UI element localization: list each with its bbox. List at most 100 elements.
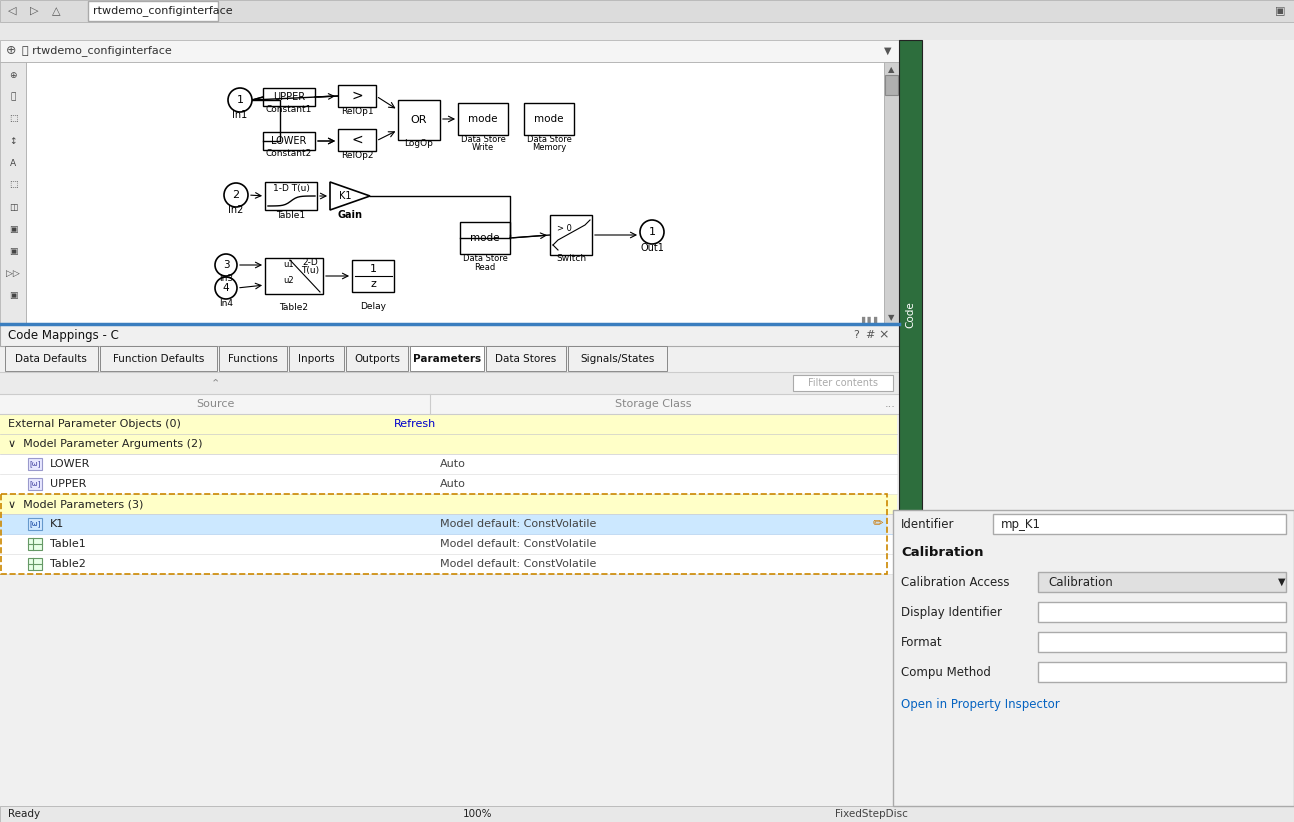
Bar [28,558,41,570]
Bar [26,62,884,324]
Text: ▌▌▌: ▌▌▌ [862,316,881,325]
Bar [0,324,899,346]
Bar [0,434,897,454]
Text: Parameters: Parameters [413,354,481,364]
Text: Code Mappings - C: Code Mappings - C [8,329,119,341]
Bar [885,75,898,95]
Bar [893,510,1294,806]
Text: Auto: Auto [440,459,466,469]
Text: ▷▷: ▷▷ [6,269,19,278]
Text: Refresh: Refresh [393,419,436,429]
Text: ▣: ▣ [9,290,17,299]
Text: ∨  Model Parameter Arguments (2): ∨ Model Parameter Arguments (2) [8,439,202,449]
Text: Constant2: Constant2 [265,150,312,159]
Text: LOWER: LOWER [50,459,91,469]
Bar [28,458,41,470]
Text: Compu Method: Compu Method [901,666,991,678]
Text: ?: ? [853,330,859,340]
Text: Out1: Out1 [641,243,664,253]
Bar [524,103,575,135]
Bar [347,346,408,371]
Text: ▲: ▲ [888,66,894,75]
Text: mode: mode [468,114,498,124]
Text: UPPER: UPPER [273,92,305,102]
Text: Table2: Table2 [50,559,85,569]
Text: K1: K1 [50,519,65,529]
Bar [0,394,899,414]
Bar [0,40,899,62]
Bar [219,346,287,371]
Circle shape [215,254,237,276]
Text: Storage Class: Storage Class [615,399,691,409]
Text: Data Defaults: Data Defaults [16,354,87,364]
Bar [568,346,666,371]
Bar [399,100,440,140]
Text: 🔍: 🔍 [10,93,16,101]
Text: LogOp: LogOp [405,140,433,149]
Bar [338,85,377,107]
Text: Table1: Table1 [277,210,305,219]
Bar [88,1,217,21]
Text: mp_K1: mp_K1 [1002,518,1040,530]
Text: [ω]: [ω] [30,460,40,468]
Bar [0,454,897,474]
Text: Model default: ConstVolatile: Model default: ConstVolatile [440,539,597,549]
Text: Write: Write [472,144,494,153]
Text: Delay: Delay [360,302,386,311]
Text: ⌃: ⌃ [211,378,220,388]
Text: Code: Code [905,302,915,328]
Text: 1: 1 [237,95,243,105]
Bar [1038,632,1286,652]
Text: Identifier: Identifier [901,518,955,530]
Text: Auto: Auto [440,479,466,489]
Text: Model default: ConstVolatile: Model default: ConstVolatile [440,519,597,529]
Text: 100%: 100% [463,809,493,819]
Text: 2-D: 2-D [302,257,318,266]
Text: u2: u2 [283,275,294,284]
Text: mode: mode [470,233,499,243]
Text: External Parameter Objects (0): External Parameter Objects (0) [8,419,181,429]
Bar [0,514,886,534]
Text: ↕: ↕ [9,136,17,145]
Text: Table1: Table1 [50,539,85,549]
Text: In4: In4 [219,298,233,307]
Text: Data Store: Data Store [527,135,572,144]
Text: Outports: Outports [355,354,400,364]
Bar [0,346,899,372]
Bar [0,494,897,514]
Text: LOWER: LOWER [272,136,307,146]
Text: Ready: Ready [8,809,40,819]
Text: rtwdemo_configinterface: rtwdemo_configinterface [93,6,233,16]
Bar [410,346,484,371]
Text: ×: × [879,329,889,341]
Text: 2: 2 [233,190,239,200]
Text: ▼: ▼ [888,313,894,322]
Text: ⊕: ⊕ [9,71,17,80]
Bar [793,375,893,391]
Text: ∨  Model Parameters (3): ∨ Model Parameters (3) [8,499,144,509]
Bar [550,215,591,255]
Text: In1: In1 [233,110,247,120]
Circle shape [215,277,237,299]
Bar [884,62,899,324]
Text: [ω]: [ω] [30,481,40,487]
Text: Function Defaults: Function Defaults [113,354,204,364]
Text: Signals/States: Signals/States [580,354,655,364]
Text: Constant1: Constant1 [265,105,312,114]
Text: UPPER: UPPER [50,479,87,489]
Bar [28,518,41,530]
Text: Filter contents: Filter contents [807,378,879,388]
Bar [899,40,923,590]
Text: In3: In3 [219,274,233,283]
Text: ✏: ✏ [872,518,884,530]
Text: ⬚: ⬚ [9,181,17,190]
Text: Read: Read [475,262,496,271]
Text: u1: u1 [283,260,294,269]
Text: ⬚: ⬚ [9,114,17,123]
Bar [265,258,324,294]
Text: Functions: Functions [228,354,278,364]
Bar [458,103,509,135]
Bar [263,132,314,150]
Text: ▣: ▣ [1275,6,1285,16]
Circle shape [641,220,664,244]
